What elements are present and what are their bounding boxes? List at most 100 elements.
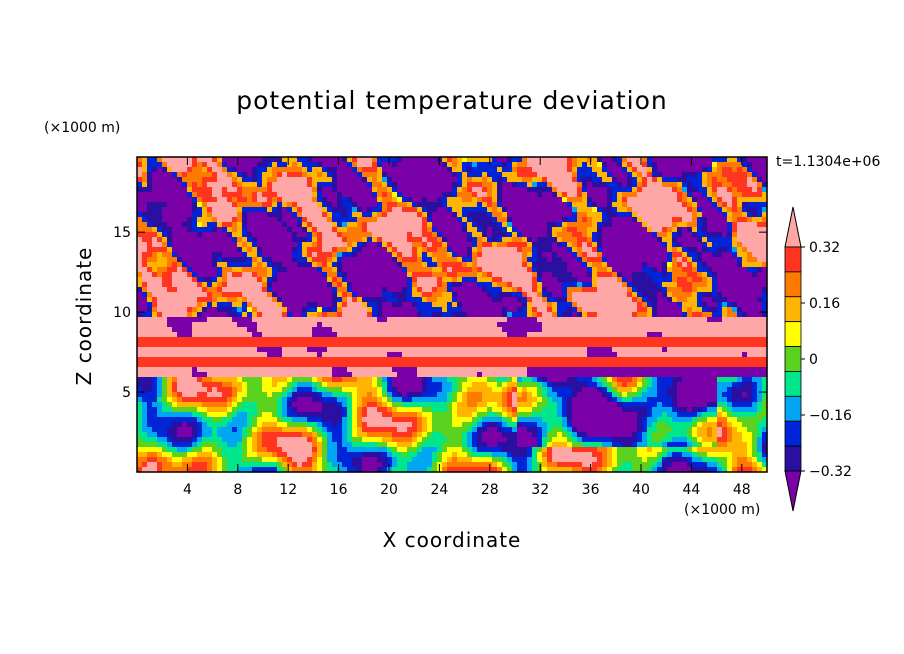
heatmap-cell xyxy=(252,207,258,213)
heatmap-cell xyxy=(312,262,318,268)
heatmap-cell xyxy=(387,292,393,298)
heatmap-cell xyxy=(152,302,158,308)
heatmap-cell xyxy=(552,332,558,338)
heatmap-cell xyxy=(542,247,548,253)
heatmap-cell xyxy=(742,207,748,213)
heatmap-cell xyxy=(462,327,468,333)
heatmap-cell xyxy=(632,267,638,273)
heatmap-cell xyxy=(487,292,493,298)
heatmap-cell xyxy=(327,287,333,293)
heatmap-cell xyxy=(432,257,438,263)
heatmap-cell xyxy=(337,157,343,163)
heatmap-cell xyxy=(447,212,453,218)
heatmap-cell xyxy=(587,277,593,283)
heatmap-cell xyxy=(712,332,718,338)
heatmap-cell xyxy=(707,292,713,298)
heatmap-cell xyxy=(642,262,648,268)
heatmap-cell xyxy=(227,287,233,293)
heatmap-cell xyxy=(642,322,648,328)
heatmap-cell xyxy=(642,162,648,168)
heatmap-cell xyxy=(552,172,558,178)
heatmap-cell xyxy=(352,232,358,238)
heatmap-cell xyxy=(492,157,498,163)
heatmap-cell xyxy=(392,157,398,163)
heatmap-cell xyxy=(612,162,618,168)
heatmap-cell xyxy=(192,177,198,183)
heatmap-cell xyxy=(282,262,288,268)
heatmap-cell xyxy=(382,192,388,198)
heatmap-cell xyxy=(657,167,663,173)
heatmap-cell xyxy=(702,327,708,333)
heatmap-cell xyxy=(587,257,593,263)
heatmap-cell xyxy=(222,332,228,338)
heatmap-cell xyxy=(727,237,733,243)
heatmap-cell xyxy=(182,332,188,338)
heatmap-cell xyxy=(742,267,748,273)
heatmap-cell xyxy=(397,172,403,178)
heatmap-cell xyxy=(647,312,653,318)
heatmap-cell xyxy=(627,257,633,263)
heatmap-cell xyxy=(362,232,368,238)
heatmap-cell xyxy=(377,352,383,358)
heatmap-cell xyxy=(162,232,168,238)
heatmap-cell xyxy=(762,252,768,258)
heatmap-cell xyxy=(507,347,513,353)
heatmap-cell xyxy=(227,227,233,233)
heatmap-cell xyxy=(447,262,453,268)
heatmap-cell xyxy=(332,317,338,323)
heatmap-cell xyxy=(542,227,548,233)
heatmap-cell xyxy=(517,332,523,338)
heatmap-cell xyxy=(172,277,178,283)
heatmap-cell xyxy=(742,292,748,298)
heatmap-cell xyxy=(172,272,178,278)
heatmap-cell xyxy=(322,172,328,178)
heatmap-cell xyxy=(387,217,393,223)
heatmap-cell xyxy=(292,242,298,248)
heatmap-cell xyxy=(647,277,653,283)
heatmap-cell xyxy=(162,172,168,178)
heatmap-cell xyxy=(372,217,378,223)
heatmap-cell xyxy=(187,267,193,273)
heatmap-cell xyxy=(442,287,448,293)
heatmap-cell xyxy=(717,237,723,243)
heatmap-cell xyxy=(267,192,273,198)
heatmap-cell xyxy=(467,212,473,218)
heatmap-cell xyxy=(382,342,388,348)
heatmap-cell xyxy=(642,302,648,308)
heatmap-cell xyxy=(252,277,258,283)
heatmap-cell xyxy=(172,242,178,248)
heatmap-cell xyxy=(197,332,203,338)
heatmap-cell xyxy=(237,172,243,178)
heatmap-cell xyxy=(672,207,678,213)
heatmap-cell xyxy=(297,167,303,173)
heatmap-cell xyxy=(547,222,553,228)
heatmap-cell xyxy=(452,177,458,183)
heatmap-cell xyxy=(242,252,248,258)
heatmap-cell xyxy=(577,307,583,313)
heatmap-cell xyxy=(202,347,208,353)
heatmap-cell xyxy=(422,167,428,173)
heatmap-cell xyxy=(562,297,568,303)
heatmap-cell xyxy=(442,347,448,353)
heatmap-cell xyxy=(157,312,163,318)
heatmap-cell xyxy=(627,292,633,298)
heatmap-cell xyxy=(662,232,668,238)
heatmap-cell xyxy=(627,252,633,258)
heatmap-cell xyxy=(572,257,578,263)
heatmap-cell xyxy=(352,317,358,323)
heatmap-cell xyxy=(632,247,638,253)
heatmap-cell xyxy=(572,272,578,278)
heatmap-cell xyxy=(592,197,598,203)
heatmap-cell xyxy=(682,247,688,253)
heatmap-cell xyxy=(227,162,233,168)
heatmap-cell xyxy=(732,262,738,268)
heatmap-cell xyxy=(447,207,453,213)
heatmap-cell xyxy=(737,307,743,313)
heatmap-cell xyxy=(577,252,583,258)
heatmap-cell xyxy=(747,167,753,173)
heatmap-cell xyxy=(662,187,668,193)
heatmap-cell xyxy=(317,157,323,163)
heatmap-cell xyxy=(632,282,638,288)
heatmap-cell xyxy=(677,237,683,243)
heatmap-cell xyxy=(547,347,553,353)
